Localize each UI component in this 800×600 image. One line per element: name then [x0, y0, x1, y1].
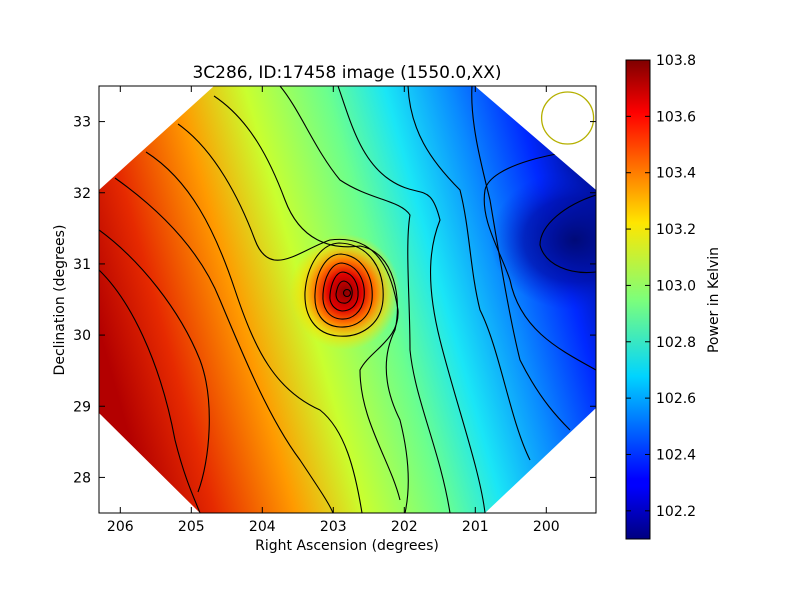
x-tick-label: 206 [107, 519, 134, 535]
x-tick-label: 203 [320, 519, 347, 535]
plot-frame [98, 85, 597, 514]
x-tick-label: 200 [533, 519, 560, 535]
contour-line [145, 151, 363, 513]
colorbar [625, 59, 651, 540]
contour-line [177, 123, 401, 501]
contour-line [114, 177, 334, 513]
x-tick-label: 201 [462, 519, 489, 535]
contour-line [337, 86, 486, 513]
contour-line [213, 95, 409, 513]
x-axis: 206 205 204 203 202 201 200 [107, 86, 560, 535]
contour-line [99, 269, 201, 513]
y-tick-label: 32 [73, 186, 91, 202]
contour-line [314, 253, 373, 328]
colorbar-tick-label: 103.8 [656, 53, 696, 69]
contour-line [329, 271, 359, 312]
colorbar-tick-label: 103.6 [656, 109, 696, 125]
contour-line [471, 86, 571, 431]
colorbar-tick-label: 102.4 [656, 447, 696, 463]
colorbar-tick-label: 102.2 [656, 504, 696, 520]
x-tick-label: 205 [178, 519, 205, 535]
field-minimum-blob [490, 170, 596, 310]
colorbar-tick-label: 103.0 [656, 278, 696, 294]
contour-line [407, 86, 531, 461]
colorbar-tick-label: 102.8 [656, 335, 696, 351]
y-tick-label: 33 [73, 115, 91, 131]
contour-line [342, 288, 352, 298]
y-tick-label: 31 [73, 257, 91, 273]
y-axis: 28 29 30 31 32 33 [73, 115, 596, 486]
chart-title: 3C286, ID:17458 image (1550.0,XX) [192, 63, 501, 83]
colorbar-tick-label: 102.6 [656, 391, 696, 407]
x-tick-label: 204 [249, 519, 276, 535]
contour-line [539, 194, 596, 274]
y-tick-label: 28 [73, 470, 91, 486]
y-axis-label: Declination (degrees) [52, 225, 68, 376]
contour-line [304, 242, 384, 337]
contour-line [322, 262, 365, 320]
beam-marker [540, 91, 595, 145]
y-tick-label: 29 [73, 399, 91, 415]
contour-lines [99, 86, 596, 513]
contour-line [99, 229, 210, 493]
contour-line [335, 280, 353, 304]
colorbar-ticks: 102.2 102.4 102.6 102.8 103.0 103.2 103.4 103.6… [626, 53, 696, 520]
y-tick-label: 30 [73, 328, 91, 344]
contour-line [483, 149, 596, 371]
contour-line [279, 86, 451, 513]
x-tick-label: 202 [391, 519, 418, 535]
x-axis-label: Right Ascension (degrees) [255, 538, 439, 554]
colorbar-tick-label: 103.2 [656, 222, 696, 238]
colorbar-label: Power in Kelvin [706, 247, 722, 353]
colorbar-tick-label: 103.4 [656, 166, 696, 182]
source-peak-blob [290, 234, 400, 350]
heatmap-image [99, 86, 596, 513]
